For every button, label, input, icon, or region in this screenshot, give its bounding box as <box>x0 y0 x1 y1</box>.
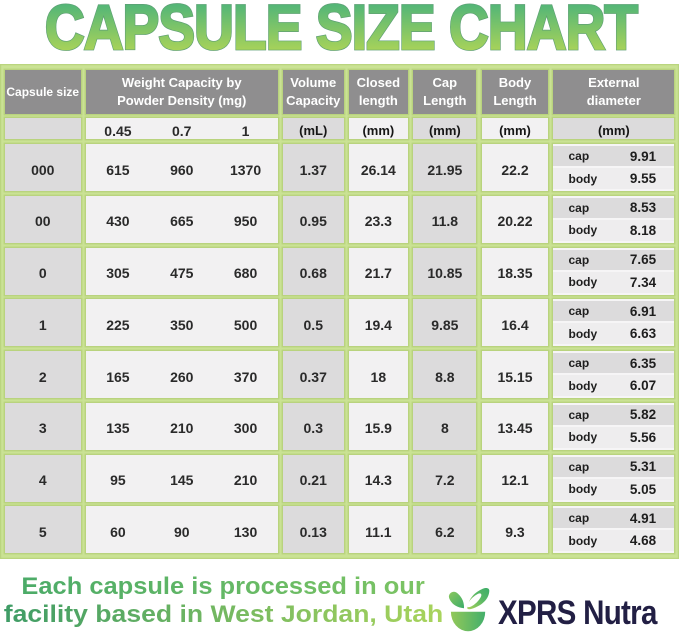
svg-text:CAPSULE SIZE CHART: CAPSULE SIZE CHART <box>45 0 638 62</box>
svg-text:CAPSULE SIZE CHART: CAPSULE SIZE CHART <box>45 0 638 62</box>
